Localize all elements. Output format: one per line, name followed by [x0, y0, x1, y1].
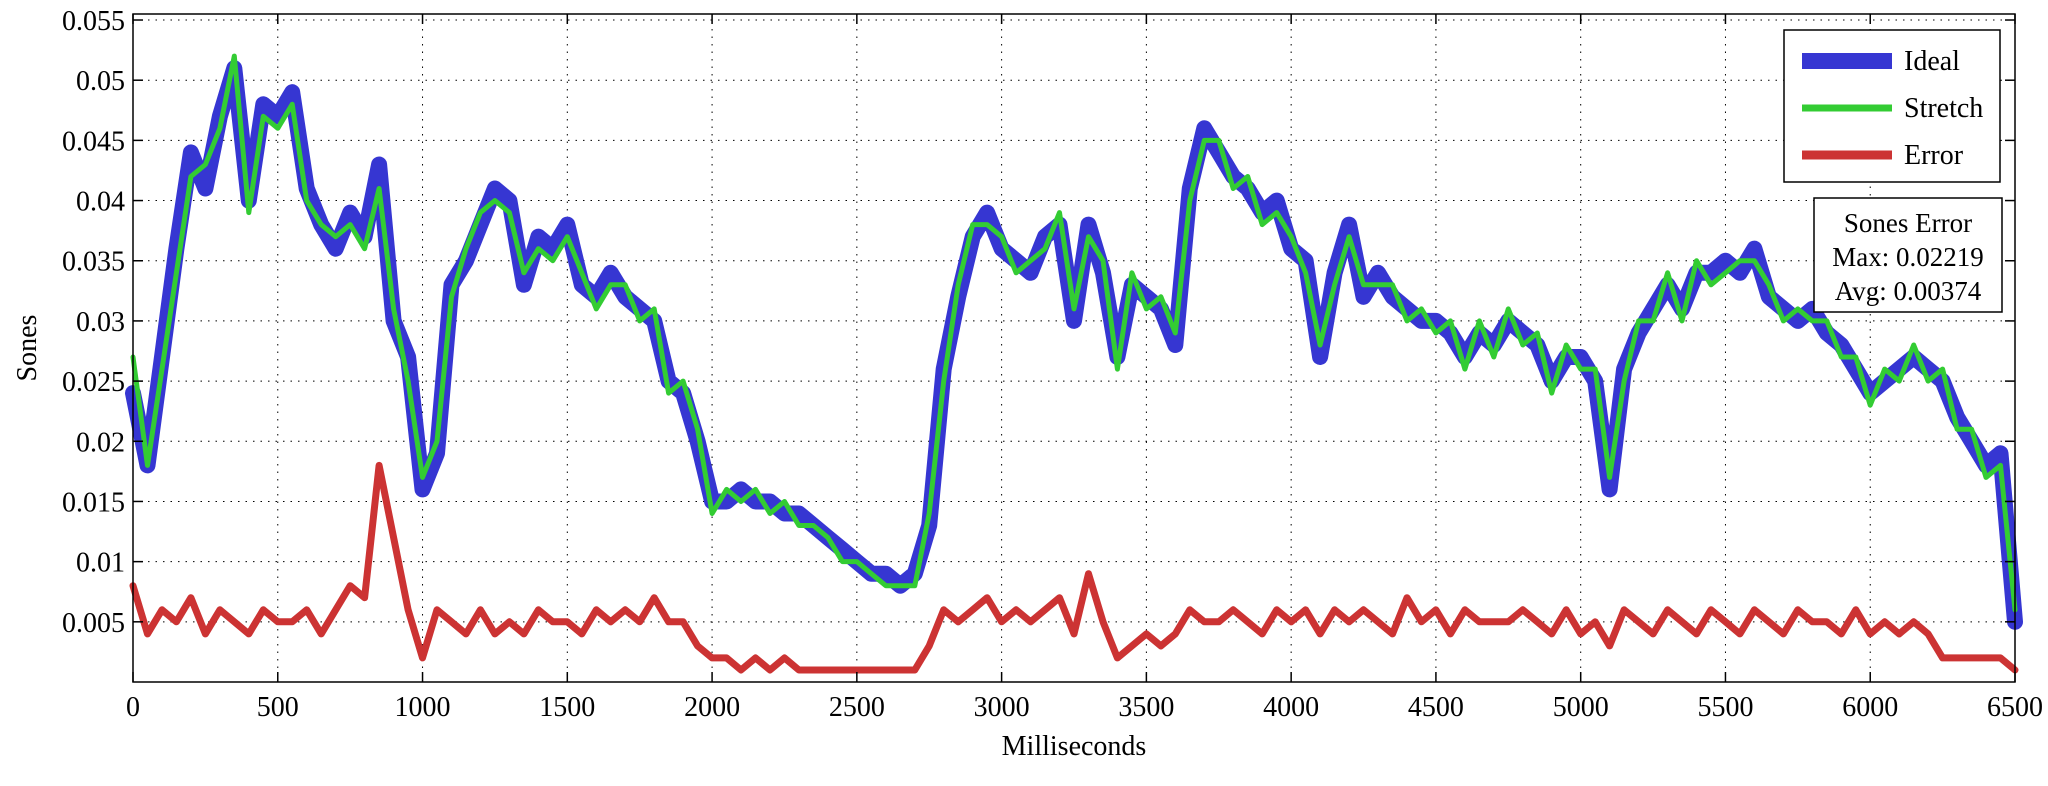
x-tick-label: 2500 [829, 692, 885, 723]
x-tick-label: 0 [126, 692, 140, 723]
x-tick-label: 5500 [1697, 692, 1753, 723]
plot-area [133, 14, 2015, 682]
series-line-error [129, 461, 2019, 674]
y-tick-label: 0.025 [62, 367, 125, 398]
y-tick-label: 0.04 [76, 187, 125, 218]
annotation-title: Sones Error [1844, 208, 1972, 238]
annotation-box [1813, 197, 2003, 313]
sones-error-annotation: Sones Error Max: 0.02219 Avg: 0.00374 [1813, 197, 2003, 313]
y-axis: 0.005 0.01 0.015 0.02 0.025 0.03 0.035 0.04 0.04… [62, 6, 2015, 639]
y-tick-label: 0.05 [76, 66, 125, 97]
annotation-max: Max: 0.02219 [1832, 242, 1984, 272]
y-axis-label: Sones [12, 315, 43, 382]
x-tick-label: 6500 [1987, 692, 2043, 723]
x-tick-label: 500 [257, 692, 299, 723]
plot-frame [132, 13, 2016, 683]
x-tick-label: 3000 [974, 692, 1030, 723]
y-tick-label: 0.01 [76, 548, 125, 579]
y-tick-label: 0.03 [76, 307, 125, 338]
y-tick-label: 0.045 [62, 126, 125, 157]
x-tick-label: 1500 [539, 692, 595, 723]
legend-label-stretch: Stretch [1904, 93, 1983, 124]
legend-label-error: Error [1904, 140, 1964, 171]
x-tick-label: 2000 [684, 692, 740, 723]
x-tick-label: 4500 [1408, 692, 1464, 723]
x-tick-label: 1000 [395, 692, 451, 723]
x-tick-label: 4000 [1263, 692, 1319, 723]
x-axis-label: Milliseconds [1002, 731, 1147, 762]
series-line-stretch [130, 53, 2018, 613]
x-tick-label: 3500 [1118, 692, 1174, 723]
y-tick-label: 0.02 [76, 427, 125, 458]
series-layer [125, 53, 2023, 674]
legend-label-ideal: Ideal [1904, 46, 1960, 77]
y-tick-label: 0.035 [62, 247, 125, 278]
x-tick-label: 6000 [1842, 692, 1898, 723]
x-axis: 0 500 1000 1500 2000 2500 3000 3500 4000 4500 5000… [126, 14, 2043, 723]
annotation-avg: Avg: 0.00374 [1835, 276, 1982, 306]
y-tick-label: 0.005 [62, 608, 125, 639]
x-tick-label: 5000 [1553, 692, 1609, 723]
y-tick-label: 0.055 [62, 6, 125, 37]
legend: Ideal Stretch Error [1783, 29, 2001, 183]
y-tick-label: 0.015 [62, 487, 125, 518]
